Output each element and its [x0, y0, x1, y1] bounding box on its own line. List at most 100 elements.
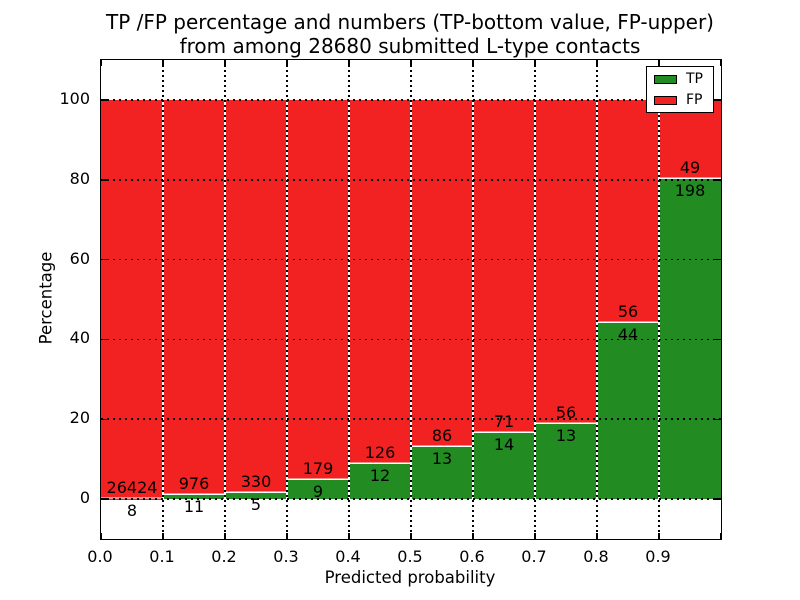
bar-fp-bin-1 [164, 99, 224, 495]
x-gridline-0.5 [410, 60, 412, 539]
x-tick-mark-top [720, 60, 722, 66]
tp-count-label-bin-6: 14 [493, 435, 515, 455]
tp-count-label-bin-1: 11 [183, 496, 205, 516]
tp-count-label-bin-0: 8 [126, 500, 138, 520]
y-gridline-60 [101, 258, 721, 261]
fp-count-label-bin-5: 86 [431, 425, 453, 445]
x-gridline-0.8 [596, 60, 598, 539]
fp-count-label-bin-8: 56 [617, 302, 639, 322]
y-tick-mark [101, 258, 107, 261]
tp-count-label-bin-9: 198 [674, 181, 706, 201]
bar-tp-bin-8 [598, 323, 658, 500]
y-tick-label-60: 60 [69, 248, 90, 268]
tp-legend-swatch [654, 74, 677, 84]
fp-count-label-bin-3: 179 [302, 458, 334, 478]
x-tick-mark [286, 533, 288, 539]
y-tick-label-100: 100 [59, 88, 90, 108]
bar-fp-bin-9 [660, 99, 721, 180]
bar-tp-bin-3 [288, 479, 348, 500]
x-tick-label-0.4: 0.4 [335, 547, 361, 566]
x-tick-mark [100, 533, 102, 539]
x-gridline-0.7 [534, 60, 536, 539]
x-tick-label-0.2: 0.2 [211, 547, 237, 566]
y-tick-label-0: 0 [79, 488, 90, 508]
y-gridline-0 [101, 498, 721, 500]
legend: TP FP [646, 66, 714, 113]
tp-count-label-bin-8: 44 [617, 325, 639, 345]
x-gridline-0.6 [472, 60, 474, 539]
x-gridline-0.3 [286, 60, 288, 539]
x-tick-mark-top [348, 60, 350, 66]
fp-count-label-bin-0: 26424 [106, 477, 158, 497]
y-gridline-20 [101, 418, 721, 421]
bar-tp-bin-6 [474, 433, 534, 500]
x-tick-label-0.8: 0.8 [583, 547, 609, 566]
x-tick-mark [472, 533, 474, 539]
x-tick-mark [162, 533, 164, 539]
y-gridline-80 [101, 178, 721, 181]
y-tick-mark-right [715, 338, 721, 341]
tp-count-label-bin-5: 13 [431, 448, 453, 468]
bar-tp-bin-1 [164, 494, 224, 500]
x-tick-label-0.5: 0.5 [397, 547, 423, 566]
x-tick-mark-top [658, 60, 660, 66]
x-gridline-0.1 [162, 60, 164, 539]
y-tick-label-40: 40 [69, 328, 90, 348]
x-tick-label-0.9: 0.9 [645, 547, 671, 566]
tp-count-label-bin-3: 9 [312, 481, 324, 501]
fp-count-label-bin-6: 71 [493, 412, 515, 432]
y-tick-mark-right [715, 179, 721, 181]
legend-item-fp: FP [654, 93, 706, 107]
bar-fp-bin-4 [350, 99, 410, 465]
bar-tp-bin-5 [412, 446, 472, 500]
x-tick-label-0.0: 0.0 [87, 547, 113, 566]
bar-fp-bin-7 [536, 99, 596, 424]
x-tick-mark-top [410, 60, 412, 66]
x-tick-mark-top [472, 60, 474, 66]
x-tick-mark [658, 533, 660, 539]
bar-fp-bin-5 [412, 99, 472, 447]
y-tick-mark [101, 418, 107, 420]
y-tick-mark-right [715, 258, 721, 261]
y-tick-mark [101, 99, 107, 101]
x-tick-mark [720, 533, 722, 539]
y-tick-mark [101, 338, 107, 341]
y-tick-label-20: 20 [69, 408, 90, 428]
legend-item-tp: TP [654, 72, 706, 86]
x-tick-label-0.6: 0.6 [459, 547, 485, 566]
fp-count-label-bin-1: 976 [178, 473, 210, 493]
tp-count-label-bin-2: 5 [250, 495, 262, 515]
bar-fp-bin-3 [288, 99, 348, 480]
x-gridline-0.4 [348, 60, 350, 539]
fp-count-label-bin-4: 126 [364, 443, 396, 463]
x-tick-label-0.1: 0.1 [149, 547, 175, 566]
tp-legend-label: TP [686, 71, 703, 87]
bar-fp-bin-6 [474, 99, 534, 434]
plot-area: 26424 8 976 11 330 5 179 9 126 12 86 13 71 14 56 13 56 44… [100, 59, 722, 540]
chart-title-line1: TP /FP percentage and numbers (TP-bottom… [106, 10, 714, 34]
x-tick-mark-top [596, 60, 598, 66]
fp-count-label-bin-2: 330 [240, 472, 272, 492]
tp-count-label-bin-7: 13 [555, 425, 577, 445]
y-tick-label-80: 80 [69, 168, 90, 188]
y-tick-mark [101, 498, 107, 500]
x-tick-mark-top [162, 60, 164, 66]
bar-fp-bin-8 [598, 99, 658, 324]
x-tick-mark [224, 533, 226, 539]
x-tick-label-0.3: 0.3 [273, 547, 299, 566]
y-gridline-40 [101, 338, 721, 341]
x-gridline-0.2 [224, 60, 226, 539]
fp-count-label-bin-9: 49 [679, 158, 701, 178]
tp-count-label-bin-4: 12 [369, 466, 391, 486]
x-tick-mark-top [534, 60, 536, 66]
x-gridline-0.9 [658, 60, 660, 539]
bar-tp-bin-7 [536, 423, 596, 500]
x-tick-mark [534, 533, 536, 539]
chart-title: TP /FP percentage and numbers (TP-bottom… [100, 10, 720, 58]
x-tick-label-0.7: 0.7 [521, 547, 547, 566]
fp-count-label-bin-7: 56 [555, 402, 577, 422]
chart-title-line2: from among 28680 submitted L-type contac… [179, 34, 641, 58]
bar-fp-bin-0 [101, 99, 162, 499]
y-gridline-100 [101, 99, 721, 101]
